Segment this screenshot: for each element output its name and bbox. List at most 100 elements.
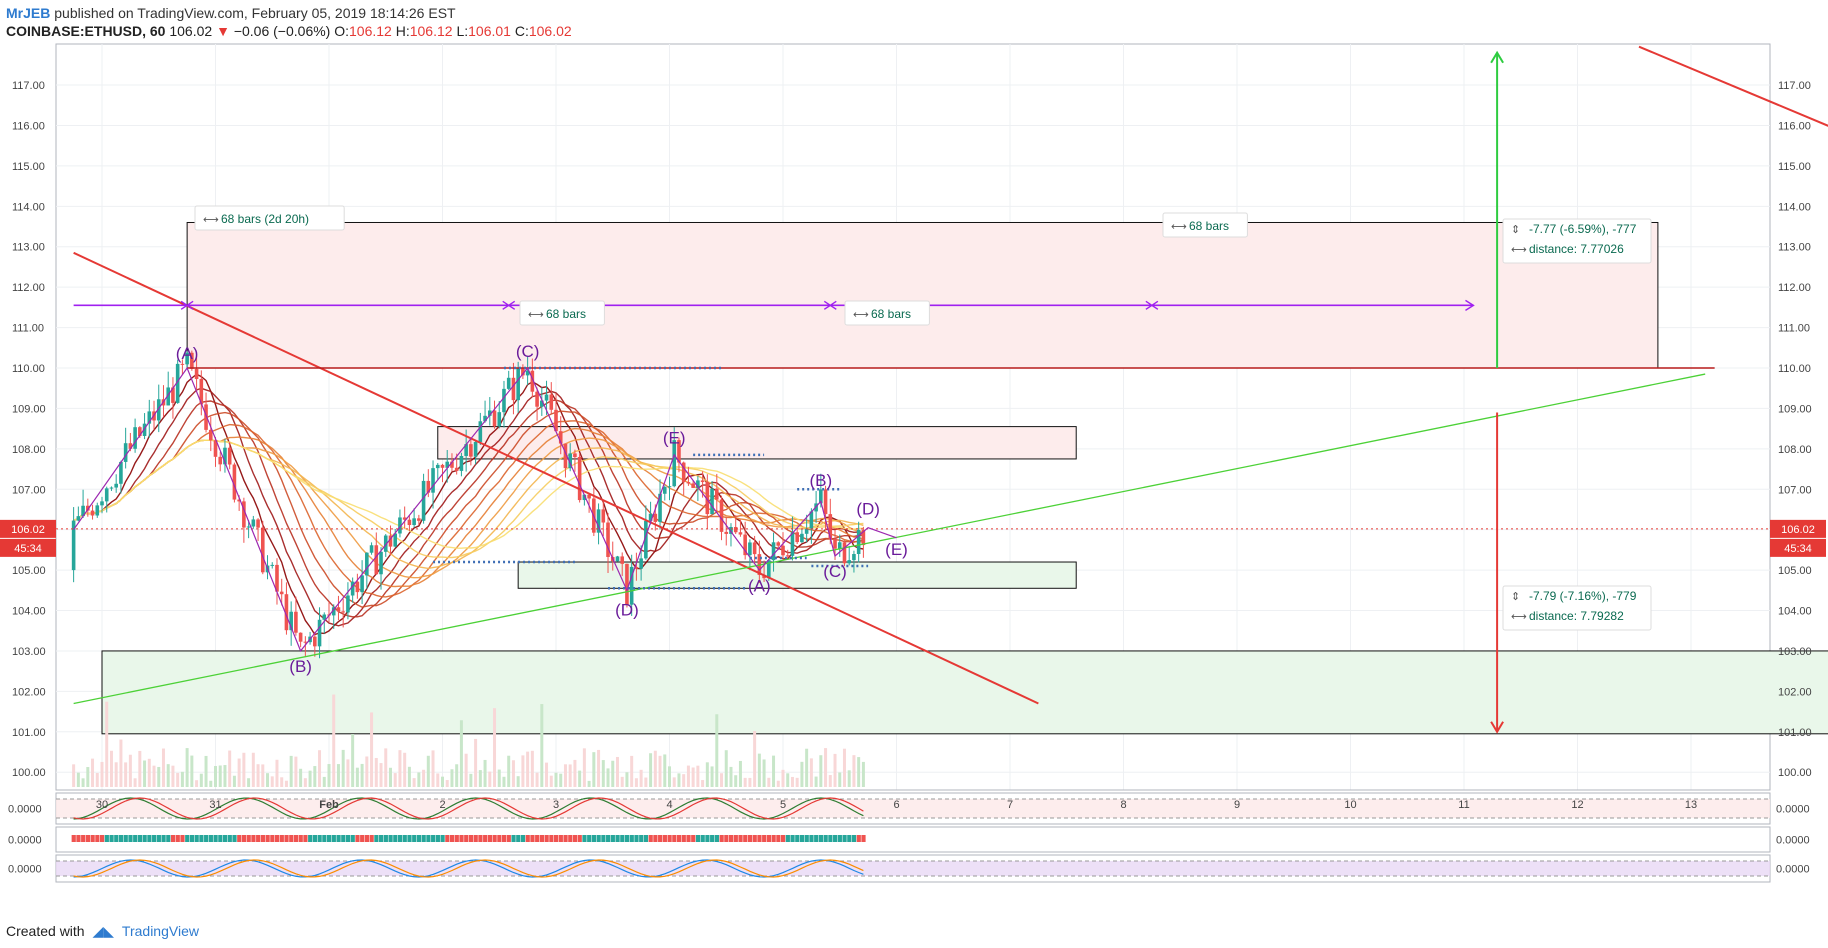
volume-bar <box>228 750 232 787</box>
volume-bar <box>663 754 667 787</box>
y-tick-label-right: 117.00 <box>1778 80 1811 92</box>
candle-body <box>856 529 861 555</box>
volume-bar <box>379 763 383 787</box>
volume-bar <box>653 750 657 787</box>
volume-bar <box>86 767 90 787</box>
bars-span-marker <box>823 300 837 310</box>
volume-bar <box>521 755 525 787</box>
y-tick-label-right: 107.00 <box>1778 484 1812 496</box>
osc-bar <box>629 835 634 842</box>
trend-line-red <box>73 251 1039 705</box>
candle-body <box>175 363 180 403</box>
volume-bar <box>497 769 501 787</box>
volume-bar <box>303 778 307 787</box>
candle-body <box>138 427 142 436</box>
candle-body <box>95 505 100 516</box>
volume-bar <box>776 780 780 787</box>
candle-body <box>223 447 227 465</box>
volume-bar <box>857 757 861 787</box>
volume-bar <box>105 701 109 787</box>
volume-bar <box>800 761 804 787</box>
y-tick-label-right: 103.00 <box>1778 646 1812 658</box>
osc-bar <box>374 835 379 842</box>
osc-bar <box>676 835 682 842</box>
candle-body <box>100 501 104 506</box>
y-tick-label-left: 103.00 <box>12 646 46 658</box>
candle-body <box>147 411 152 424</box>
osc-bar <box>695 835 701 842</box>
candle-body <box>729 526 733 534</box>
y-tick-label-right: 104.00 <box>1778 606 1812 618</box>
osc-bar <box>407 835 412 842</box>
osc-bar <box>152 835 157 842</box>
candle-body <box>492 410 497 427</box>
candle-body <box>355 581 360 593</box>
y-tick-label-left: 111.00 <box>12 323 44 335</box>
measure-box <box>1502 585 1652 631</box>
drawings <box>56 45 1828 734</box>
osc-bar <box>591 835 597 842</box>
osc-bar <box>412 835 417 842</box>
volume-bar <box>214 766 217 787</box>
countdown-badge-text: 45:34 <box>1784 543 1812 555</box>
volume-bar <box>516 776 520 787</box>
volume-bar <box>412 778 416 787</box>
author-link[interactable]: MrJEB <box>6 5 51 21</box>
volume-bar <box>781 769 785 787</box>
osc-bar <box>133 835 138 842</box>
volume-bar <box>767 777 771 787</box>
candle-body <box>823 489 828 515</box>
osc-bar <box>856 835 861 842</box>
bars-label: 68 bars (2d 20h) <box>221 212 309 226</box>
osc-bar <box>705 835 710 842</box>
resistance-zone <box>186 221 1659 369</box>
symbol-name[interactable]: COINBASE:ETHUSD, 60 <box>6 23 166 39</box>
y-tick-label-left: 110.00 <box>12 363 45 375</box>
wave-label: (A) <box>748 576 771 595</box>
osc-bar <box>274 835 280 842</box>
bars-span-marker <box>502 300 516 310</box>
volume-bar <box>218 765 222 787</box>
osc-bar <box>397 835 403 842</box>
y-tick-label-left: 107.00 <box>12 484 46 496</box>
y-tick-label-right: 105.00 <box>1778 565 1812 577</box>
osc-bar <box>260 835 265 842</box>
x-tick-label: 12 <box>1571 799 1583 811</box>
ma-line <box>73 399 864 618</box>
tradingview-brand[interactable]: TradingView <box>121 923 199 939</box>
volume-bar <box>445 780 449 787</box>
candle-body <box>346 595 350 613</box>
candle-body <box>629 566 634 605</box>
bars-label-box <box>1162 212 1248 238</box>
candle-body <box>686 482 691 484</box>
osc-bar <box>620 835 625 842</box>
volume-bar <box>658 755 662 787</box>
candle-body <box>232 464 237 500</box>
candle-body <box>554 409 558 432</box>
candle-body <box>246 526 251 528</box>
candle-body <box>648 513 653 521</box>
volume-bar <box>270 776 274 787</box>
volume-bar <box>138 750 142 787</box>
osc-bar <box>771 835 776 842</box>
volume-bar <box>346 759 350 787</box>
wave-label: (E) <box>885 540 908 559</box>
footer: Created with ◢◣ TradingView <box>6 922 199 940</box>
volume-bar <box>360 763 364 787</box>
candles <box>71 350 866 659</box>
candle-body <box>582 494 587 501</box>
volume-bar <box>696 765 700 787</box>
candle-body <box>544 394 549 401</box>
osc-bar <box>558 835 563 842</box>
osc-bar <box>431 835 436 842</box>
osc-bar <box>785 835 790 842</box>
candle-body <box>521 368 525 376</box>
osc-bar <box>251 835 256 842</box>
y-tick-label-left: 112.00 <box>12 282 45 294</box>
y-tick-label-left: 109.00 <box>12 403 46 415</box>
x-tick-label: 3 <box>553 799 559 811</box>
measure-icon: ⇕ <box>1511 591 1520 603</box>
osc-bar <box>208 835 213 842</box>
osc-bar <box>842 835 847 842</box>
